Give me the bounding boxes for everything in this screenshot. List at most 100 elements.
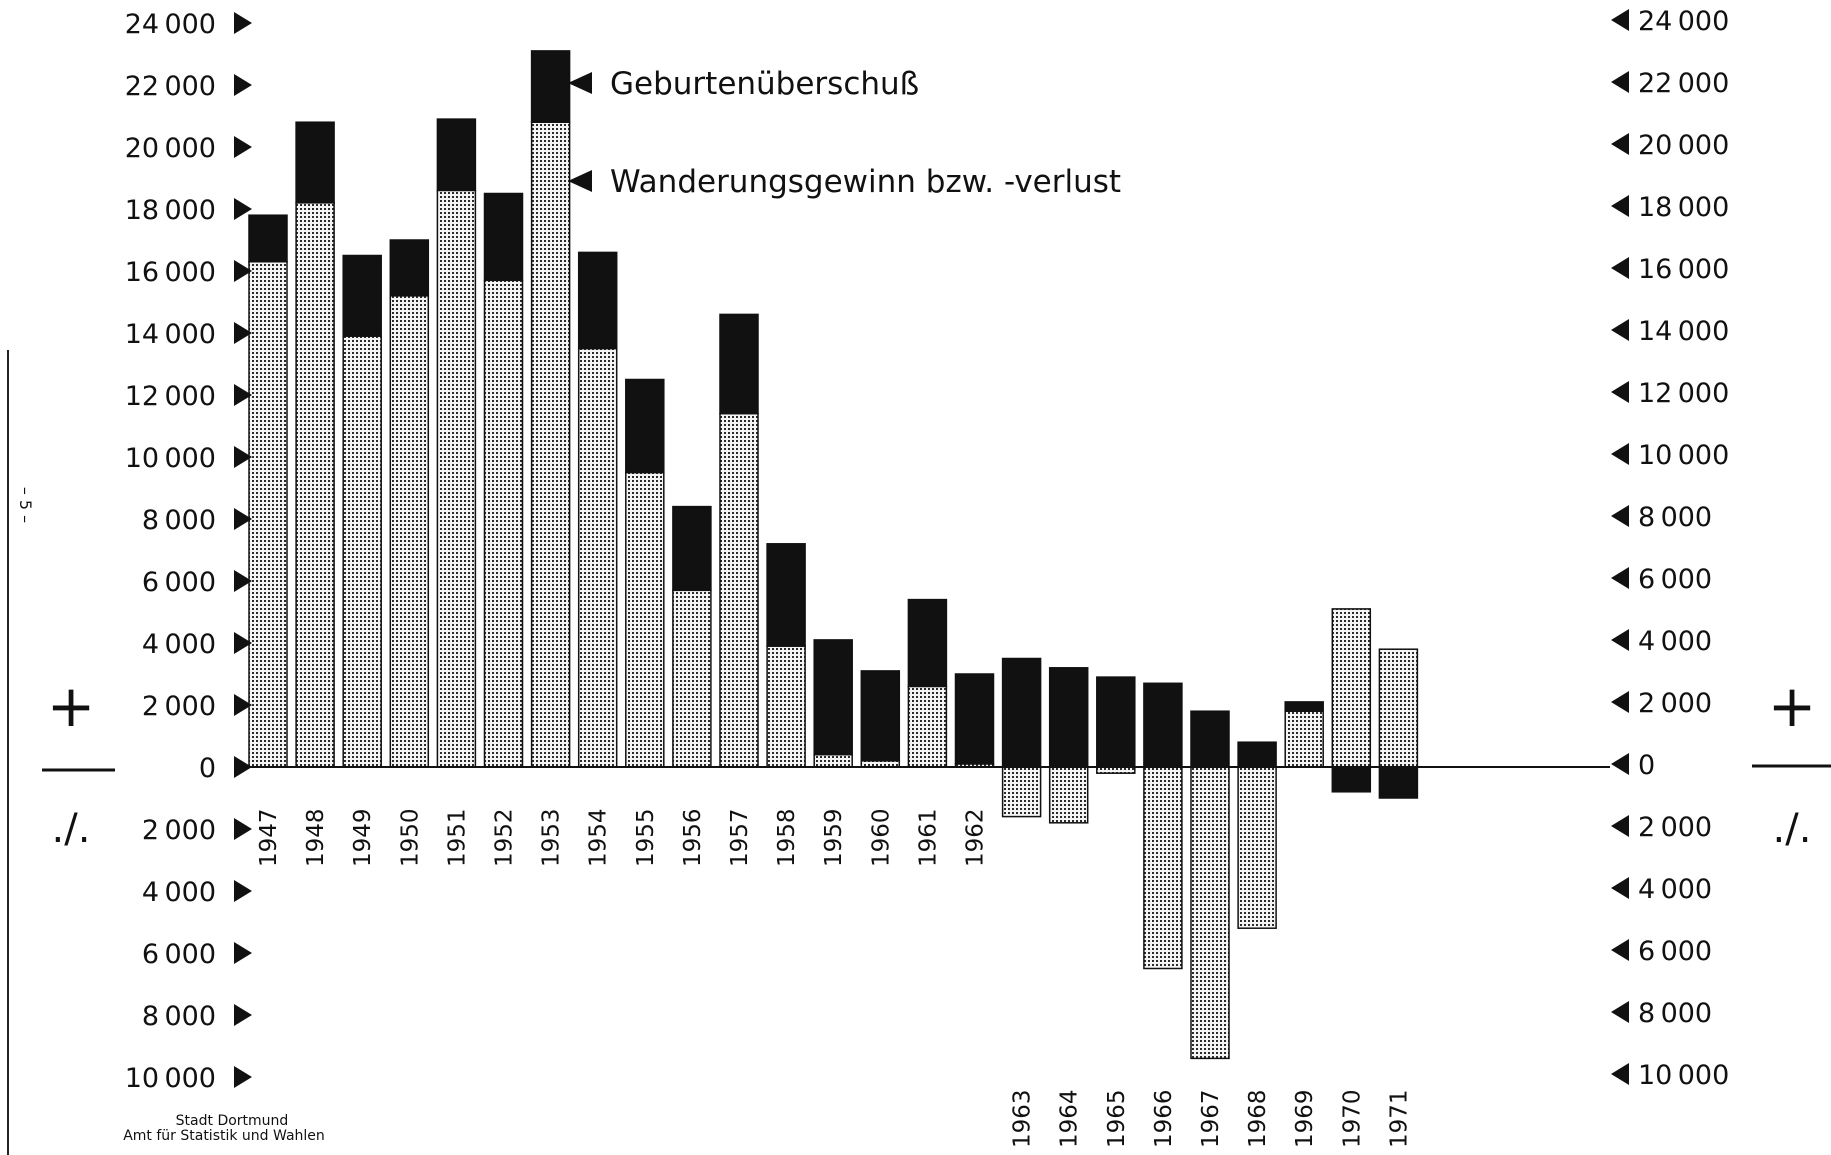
legend-arrow-birth-surplus xyxy=(568,72,592,94)
bar-migration-1953 xyxy=(530,121,571,768)
right-tick-arrow xyxy=(1611,753,1629,775)
bar-migration-1951 xyxy=(436,189,477,768)
left-tick-arrow xyxy=(234,260,252,282)
right-tick-label: 10 000 xyxy=(1638,1060,1729,1091)
left-axis: 24 000 22 000 20 000 18 000 16 000 14 000 12 0… xyxy=(125,9,252,1094)
right-tick-label: 4 000 xyxy=(1638,874,1712,905)
left-tick-arrow xyxy=(234,446,252,468)
left-tick-arrow xyxy=(234,12,252,34)
bar-birth-1959 xyxy=(813,639,853,756)
bar-migration-1970 xyxy=(1331,608,1372,768)
right-tick-label: 24 000 xyxy=(1638,6,1729,37)
year-label-1959: 1959 xyxy=(821,808,847,867)
bar-birth-1949 xyxy=(342,254,382,337)
bar-migration-1969 xyxy=(1284,710,1324,768)
left-tick-label: 6 000 xyxy=(142,567,216,598)
bars-group xyxy=(248,50,1419,1060)
left-tick-label: 2 000 xyxy=(142,691,216,722)
left-tick-label: 2 000 xyxy=(142,815,216,846)
bar-birth-1951 xyxy=(436,118,477,192)
bar-birth-1963 xyxy=(1001,657,1042,768)
right-tick-arrow xyxy=(1611,939,1629,961)
right-tick-label: 20 000 xyxy=(1638,130,1729,161)
left-plus-sign: + xyxy=(47,672,96,740)
footer-line-2: Amt für Statistik und Wahlen xyxy=(123,1128,325,1144)
left-tick-arrow xyxy=(234,880,252,902)
right-tick-label: 10 000 xyxy=(1638,440,1729,471)
bar-birth-1957 xyxy=(719,313,759,415)
left-tick-label: 22 000 xyxy=(125,71,216,102)
left-tick-arrow xyxy=(234,818,252,840)
bar-migration-1957 xyxy=(719,412,759,768)
year-label-1969: 1969 xyxy=(1292,1089,1318,1148)
bar-migration-1954 xyxy=(577,347,618,768)
left-tick-arrow xyxy=(234,198,252,220)
right-tick-label: 16 000 xyxy=(1638,254,1729,285)
bar-birth-1971 xyxy=(1378,766,1419,799)
footer-line-1: Stadt Dortmund xyxy=(176,1113,289,1129)
bar-birth-1961 xyxy=(907,598,948,688)
left-tick-arrow xyxy=(234,632,252,654)
legend-label-birth-surplus: Geburtenüberschuß xyxy=(610,66,919,102)
year-label-1947: 1947 xyxy=(256,808,282,867)
year-label-1953: 1953 xyxy=(539,808,565,867)
year-label-1956: 1956 xyxy=(680,808,706,867)
year-label-1966: 1966 xyxy=(1151,1089,1177,1148)
bar-migration-1956 xyxy=(672,589,712,768)
left-tick-label: 24 000 xyxy=(125,9,216,40)
left-tick-arrow xyxy=(234,942,252,964)
bar-birth-1952 xyxy=(483,192,524,282)
right-tick-label: 0 xyxy=(1638,750,1655,781)
year-label-1955: 1955 xyxy=(633,808,659,867)
left-tick-label: 18 000 xyxy=(125,195,216,226)
left-tick-label: 0 xyxy=(199,753,216,784)
left-tick-arrow xyxy=(234,756,252,778)
bar-birth-1947 xyxy=(248,214,288,263)
right-tick-label: 12 000 xyxy=(1638,378,1729,409)
right-tick-arrow xyxy=(1611,71,1629,93)
year-label-1958: 1958 xyxy=(774,808,800,867)
bar-migration-1966 xyxy=(1143,766,1183,970)
year-label-1968: 1968 xyxy=(1245,1089,1271,1148)
left-tick-label: 8 000 xyxy=(142,505,216,536)
bar-birth-1960 xyxy=(860,670,901,762)
year-label-1964: 1964 xyxy=(1057,1089,1083,1148)
year-label-1948: 1948 xyxy=(303,808,329,867)
left-tick-label: 16 000 xyxy=(125,257,216,288)
year-label-1952: 1952 xyxy=(492,808,518,867)
year-label-1967: 1967 xyxy=(1198,1089,1224,1148)
year-label-1962: 1962 xyxy=(963,808,989,867)
page-number: – 5 – xyxy=(16,487,35,523)
right-tick-arrow xyxy=(1611,505,1629,527)
bar-birth-1968 xyxy=(1237,741,1277,768)
bar-migration-1959 xyxy=(813,753,853,768)
year-label-1970: 1970 xyxy=(1339,1089,1365,1148)
year-labels: 1947 1948 1949 1950 1951 1952 1953 1954 1955 1956… xyxy=(256,808,1412,1148)
left-tick-label: 10 000 xyxy=(125,1063,216,1094)
right-tick-label: 8 000 xyxy=(1638,998,1712,1029)
bar-birth-1956 xyxy=(672,505,712,592)
right-tick-arrow xyxy=(1611,1001,1629,1023)
right-tick-arrow xyxy=(1611,629,1629,651)
bar-birth-1969 xyxy=(1284,701,1324,712)
bar-migration-1961 xyxy=(907,685,948,768)
year-label-1965: 1965 xyxy=(1104,1089,1130,1148)
bar-migration-1955 xyxy=(625,471,665,768)
right-tick-arrow xyxy=(1611,443,1629,465)
legend-arrow-migration xyxy=(568,170,592,192)
bar-birth-1950 xyxy=(389,239,430,297)
right-tick-label: 4 000 xyxy=(1638,626,1712,657)
right-tick-arrow xyxy=(1611,195,1629,217)
year-label-1954: 1954 xyxy=(586,808,612,867)
bar-birth-1970 xyxy=(1331,766,1372,793)
right-percent-sign: ./. xyxy=(1773,806,1812,852)
bar-migration-1968 xyxy=(1237,766,1277,929)
bar-birth-1965 xyxy=(1096,676,1136,768)
bar-migration-1963 xyxy=(1001,766,1042,818)
left-percent-sign: ./. xyxy=(52,806,91,852)
bar-migration-1964 xyxy=(1048,766,1089,824)
left-tick-arrow xyxy=(234,384,252,406)
legend-label-migration: Wanderungsgewinn bzw. -verlust xyxy=(610,164,1121,200)
bar-migration-1949 xyxy=(342,335,382,768)
